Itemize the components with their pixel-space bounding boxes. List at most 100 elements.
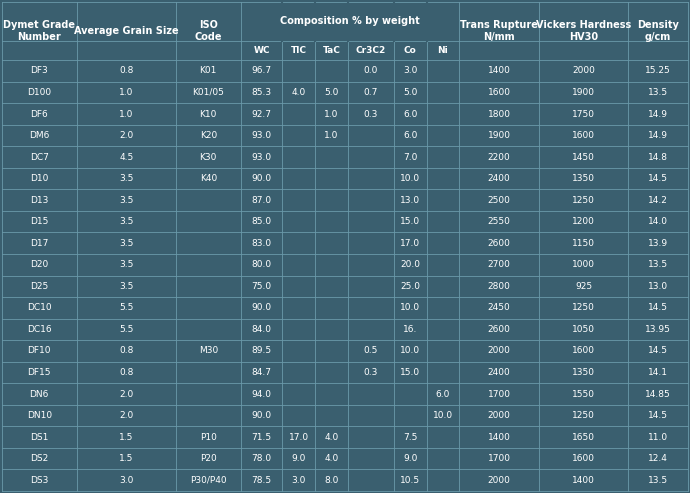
Text: 1250: 1250 (572, 196, 595, 205)
Text: 4.5: 4.5 (119, 153, 133, 162)
Text: 6.0: 6.0 (403, 109, 417, 118)
Text: 90.0: 90.0 (251, 303, 272, 313)
Text: 71.5: 71.5 (251, 433, 272, 442)
Text: 20.0: 20.0 (400, 260, 420, 269)
Text: Cr3C2: Cr3C2 (356, 46, 386, 55)
Text: 2000: 2000 (488, 476, 511, 485)
Text: 1900: 1900 (488, 131, 511, 140)
Text: 80.0: 80.0 (251, 260, 272, 269)
Text: 4.0: 4.0 (324, 454, 339, 463)
Text: 84.0: 84.0 (251, 325, 271, 334)
Text: 1.0: 1.0 (119, 109, 133, 118)
Text: 5.5: 5.5 (119, 325, 133, 334)
Text: DF10: DF10 (28, 347, 51, 355)
Text: 1150: 1150 (572, 239, 595, 248)
Text: 1800: 1800 (488, 109, 511, 118)
Text: 14.5: 14.5 (648, 303, 668, 313)
Text: 13.95: 13.95 (645, 325, 671, 334)
Text: 2000: 2000 (488, 347, 511, 355)
Text: D100: D100 (27, 88, 51, 97)
Text: DF15: DF15 (28, 368, 51, 377)
Text: 7.0: 7.0 (403, 153, 417, 162)
Text: 1.0: 1.0 (324, 131, 339, 140)
Text: 0.8: 0.8 (119, 368, 133, 377)
Text: DN6: DN6 (30, 389, 49, 398)
Text: 1650: 1650 (572, 433, 595, 442)
Text: K30: K30 (199, 153, 217, 162)
Text: DS3: DS3 (30, 476, 48, 485)
Text: 14.2: 14.2 (648, 196, 668, 205)
Text: 1400: 1400 (572, 476, 595, 485)
Text: 1700: 1700 (488, 389, 511, 398)
Text: 14.1: 14.1 (648, 368, 668, 377)
Text: 10.0: 10.0 (400, 174, 420, 183)
Text: 13.5: 13.5 (648, 260, 668, 269)
Text: 2600: 2600 (488, 325, 511, 334)
Text: 17.0: 17.0 (400, 239, 420, 248)
Text: 3.5: 3.5 (119, 174, 133, 183)
Text: 1250: 1250 (572, 411, 595, 420)
Text: 83.0: 83.0 (251, 239, 272, 248)
Text: P30/P40: P30/P40 (190, 476, 226, 485)
Text: 96.7: 96.7 (251, 67, 272, 75)
Text: 1600: 1600 (572, 131, 595, 140)
Text: 16.: 16. (403, 325, 417, 334)
Text: 14.5: 14.5 (648, 174, 668, 183)
Text: K01/05: K01/05 (193, 88, 224, 97)
Text: 0.8: 0.8 (119, 347, 133, 355)
Text: Density
g/cm: Density g/cm (638, 20, 679, 42)
Text: 93.0: 93.0 (251, 131, 272, 140)
Text: P20: P20 (200, 454, 217, 463)
Text: 13.9: 13.9 (648, 239, 668, 248)
Text: 2600: 2600 (488, 239, 511, 248)
Text: 9.0: 9.0 (292, 454, 306, 463)
Text: 1600: 1600 (488, 88, 511, 97)
Text: 78.0: 78.0 (251, 454, 272, 463)
Text: 85.0: 85.0 (251, 217, 272, 226)
Text: 1750: 1750 (572, 109, 595, 118)
Text: 2000: 2000 (572, 67, 595, 75)
Text: 87.0: 87.0 (251, 196, 272, 205)
Text: 8.0: 8.0 (324, 476, 339, 485)
Text: K20: K20 (199, 131, 217, 140)
Text: DF6: DF6 (30, 109, 48, 118)
Text: 2.0: 2.0 (119, 131, 133, 140)
Text: Co: Co (404, 46, 417, 55)
Text: 1900: 1900 (572, 88, 595, 97)
Text: K01: K01 (199, 67, 217, 75)
Text: K10: K10 (199, 109, 217, 118)
Text: 85.3: 85.3 (251, 88, 272, 97)
Text: 1.5: 1.5 (119, 433, 133, 442)
Text: 3.5: 3.5 (119, 260, 133, 269)
Text: 1000: 1000 (572, 260, 595, 269)
Text: DF3: DF3 (30, 67, 48, 75)
Text: 7.5: 7.5 (403, 433, 417, 442)
Text: Composition % by weight: Composition % by weight (280, 16, 420, 27)
Text: 3.5: 3.5 (119, 196, 133, 205)
Text: DC7: DC7 (30, 153, 49, 162)
Text: 1400: 1400 (488, 67, 511, 75)
Text: 2000: 2000 (488, 411, 511, 420)
Text: 3.5: 3.5 (119, 282, 133, 291)
Text: DM6: DM6 (29, 131, 50, 140)
Text: P10: P10 (200, 433, 217, 442)
Text: 2400: 2400 (488, 368, 511, 377)
Text: 13.0: 13.0 (400, 196, 420, 205)
Text: 0.5: 0.5 (364, 347, 378, 355)
Text: 2450: 2450 (488, 303, 511, 313)
Text: 92.7: 92.7 (251, 109, 271, 118)
Text: 12.4: 12.4 (648, 454, 668, 463)
Text: 1350: 1350 (572, 174, 595, 183)
Text: 2200: 2200 (488, 153, 511, 162)
Text: 5.0: 5.0 (324, 88, 339, 97)
Text: 14.85: 14.85 (645, 389, 671, 398)
Text: 3.0: 3.0 (403, 67, 417, 75)
Text: 1700: 1700 (488, 454, 511, 463)
Text: Average Grain Size: Average Grain Size (74, 26, 179, 36)
Text: 5.5: 5.5 (119, 303, 133, 313)
Text: 1.5: 1.5 (119, 454, 133, 463)
Text: K40: K40 (199, 174, 217, 183)
Text: DC16: DC16 (27, 325, 52, 334)
Text: 2550: 2550 (488, 217, 511, 226)
Text: 0.7: 0.7 (364, 88, 378, 97)
